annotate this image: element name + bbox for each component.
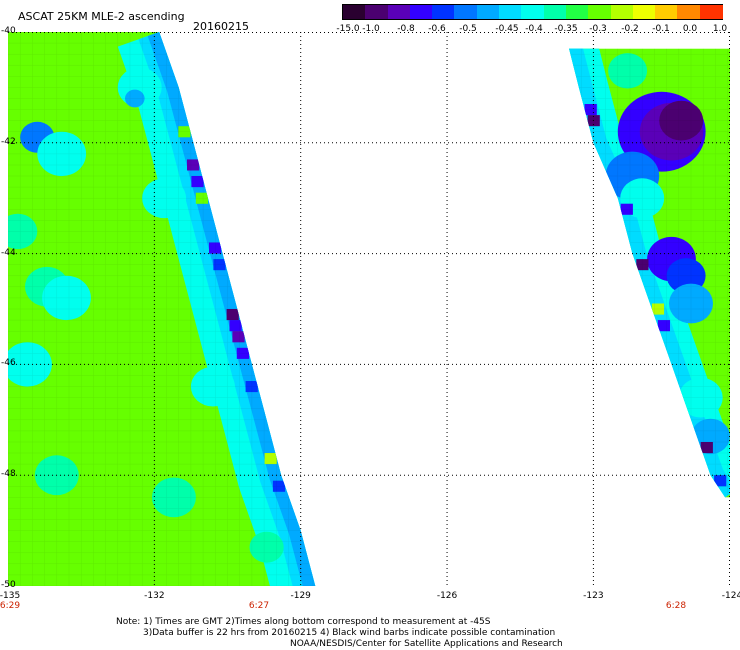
longitude-label: -124: [721, 591, 740, 601]
time-label: 6:29: [0, 601, 21, 611]
edge-cell: [213, 259, 226, 271]
value-patch: [669, 283, 713, 324]
value-patch: [151, 477, 196, 518]
edge-cell: [191, 176, 204, 188]
edge-cell: [232, 331, 245, 343]
value-patch: [37, 131, 87, 177]
date-label: 20160215: [193, 20, 249, 33]
colorbar-segment: [365, 5, 389, 19]
colorbar-tick-label: -1.0: [362, 24, 380, 34]
colorbar-segment: [655, 5, 679, 19]
colorbar-segment: [476, 5, 501, 19]
map-svg: [8, 32, 730, 586]
map-plot: [8, 32, 730, 586]
longitude-label: -129: [290, 591, 311, 601]
time-label: 6:28: [665, 601, 687, 611]
latitude-label: -44: [1, 247, 16, 258]
colorbar-tick-label: -0.8: [397, 24, 415, 34]
colorbar-tick-label: -0.5: [459, 24, 477, 34]
colorbar-tick-label: -0.4: [525, 24, 543, 34]
colorbar-segment: [521, 5, 545, 19]
edge-cell: [657, 320, 670, 332]
colorbar-tick-label: -0.6: [428, 24, 446, 34]
edge-cell: [714, 475, 727, 487]
colorbar-segment: [588, 5, 612, 19]
colorbar-tick-label: -0.35: [554, 24, 578, 34]
value-patch: [190, 366, 235, 407]
colorbar: [342, 4, 724, 20]
value-patch: [8, 213, 38, 250]
colorbar-segment: [632, 5, 657, 19]
value-patch: [249, 531, 284, 563]
colorbar-tick-label: 1.0: [712, 24, 728, 34]
edge-cell: [272, 480, 286, 492]
colorbar-tick-label: -0.3: [589, 24, 607, 34]
edge-cell: [187, 159, 200, 171]
edge-cell: [236, 347, 249, 359]
edge-cell: [209, 242, 222, 254]
longitude-label: -132: [144, 591, 165, 601]
edge-cell: [226, 309, 239, 321]
edge-cell: [245, 381, 258, 393]
colorbar-tick-label: -0.1: [652, 24, 670, 34]
value-patch: [678, 377, 723, 418]
product-title: ASCAT 25KM MLE-2 ascending: [18, 10, 185, 23]
value-patch: [608, 53, 648, 89]
colorbar-segment: [387, 5, 411, 19]
colorbar-segment: [432, 5, 456, 19]
colorbar-segment: [499, 5, 523, 19]
colorbar-segment: [565, 5, 590, 19]
latitude-label: -42: [1, 136, 16, 147]
value-patch: [8, 342, 52, 387]
colorbar-tick-label: -0.2: [621, 24, 639, 34]
edge-cell: [636, 259, 649, 271]
edge-cell: [584, 104, 597, 116]
latitude-label: -46: [1, 358, 16, 369]
edge-cell: [700, 442, 713, 454]
colorbar-segment: [409, 5, 434, 19]
edge-cell: [620, 203, 633, 215]
colorbar-segment: [343, 5, 367, 19]
colorbar-segment: [699, 5, 724, 19]
colorbar-segment: [610, 5, 634, 19]
value-patch: [42, 275, 91, 321]
colorbar-segment: [454, 5, 478, 19]
longitude-label: -135: [0, 591, 21, 601]
note-line-1: Note: 1) Times are GMT 2)Times along bot…: [116, 617, 491, 627]
latitude-label: -48: [1, 469, 16, 480]
colorbar-tick-label: -0.45: [495, 24, 519, 34]
edge-cell: [264, 453, 277, 465]
value-patch: [142, 178, 187, 219]
colorbar-tick-label: 0.0: [682, 24, 698, 34]
colorbar-segment: [677, 5, 701, 19]
value-patch: [125, 89, 145, 108]
latitude-label: -50: [1, 580, 16, 590]
edge-cell: [229, 320, 242, 332]
edge-cell: [651, 303, 665, 315]
time-label: 6:27: [248, 601, 270, 611]
longitude-label: -126: [436, 591, 458, 601]
colorbar-tick-label: -15.0: [336, 24, 360, 34]
edge-cell: [178, 126, 191, 138]
credit-line: NOAA/NESDIS/Center for Satellite Applica…: [290, 639, 563, 649]
value-patch: [659, 100, 704, 141]
latitude-label: -40: [1, 26, 16, 36]
note-line-2: 3)Data buffer is 22 hrs from 20160215 4)…: [143, 628, 556, 638]
longitude-label: -123: [583, 591, 604, 601]
colorbar-segment: [543, 5, 568, 19]
edge-cell: [195, 192, 208, 204]
